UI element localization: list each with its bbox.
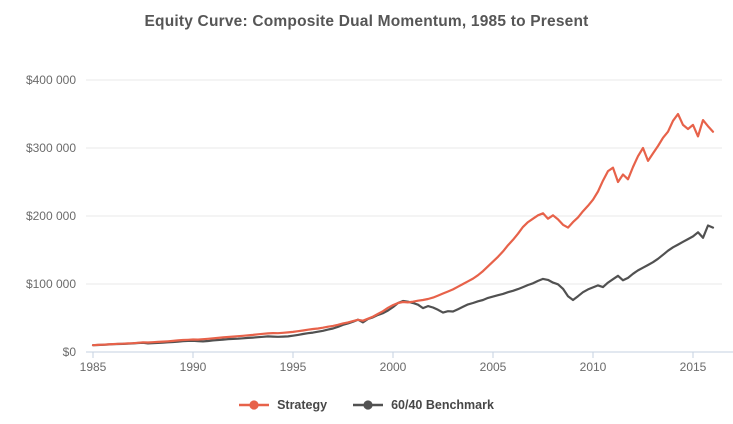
x-axis-tick-label: 2000 bbox=[380, 360, 407, 374]
y-axis-tick-label: $100 000 bbox=[26, 277, 76, 291]
x-axis-tick-label: 2005 bbox=[480, 360, 507, 374]
x-axis-tick-label: 1995 bbox=[280, 360, 307, 374]
legend-item-strategy[interactable]: Strategy bbox=[239, 398, 327, 412]
y-axis-tick-label: $400 000 bbox=[26, 73, 76, 87]
legend-label: Strategy bbox=[277, 398, 328, 412]
benchmark-series-line[interactable] bbox=[91, 224, 715, 347]
x-axis-tick-label: 1985 bbox=[80, 360, 107, 374]
legend-item-60-40-benchmark[interactable]: 60/40 Benchmark bbox=[353, 398, 494, 412]
x-axis-tick-label: 1990 bbox=[180, 360, 207, 374]
chart-title: Equity Curve: Composite Dual Momentum, 1… bbox=[144, 13, 589, 30]
legend-series-marker-icon bbox=[239, 400, 270, 410]
legend-series-marker-icon bbox=[353, 400, 384, 410]
legend-label: 60/40 Benchmark bbox=[391, 398, 494, 412]
x-axis-tick-label: 2015 bbox=[680, 360, 707, 374]
y-axis-tick-label: $200 000 bbox=[26, 209, 76, 223]
x-axis-tick-label: 2010 bbox=[580, 360, 607, 374]
legend: Strategy 60/40 Benchmark bbox=[0, 398, 733, 412]
y-axis-tick-label: $0 bbox=[63, 345, 77, 359]
strategy-series-line[interactable] bbox=[91, 112, 715, 347]
y-axis-tick-label: $300 000 bbox=[26, 141, 76, 155]
